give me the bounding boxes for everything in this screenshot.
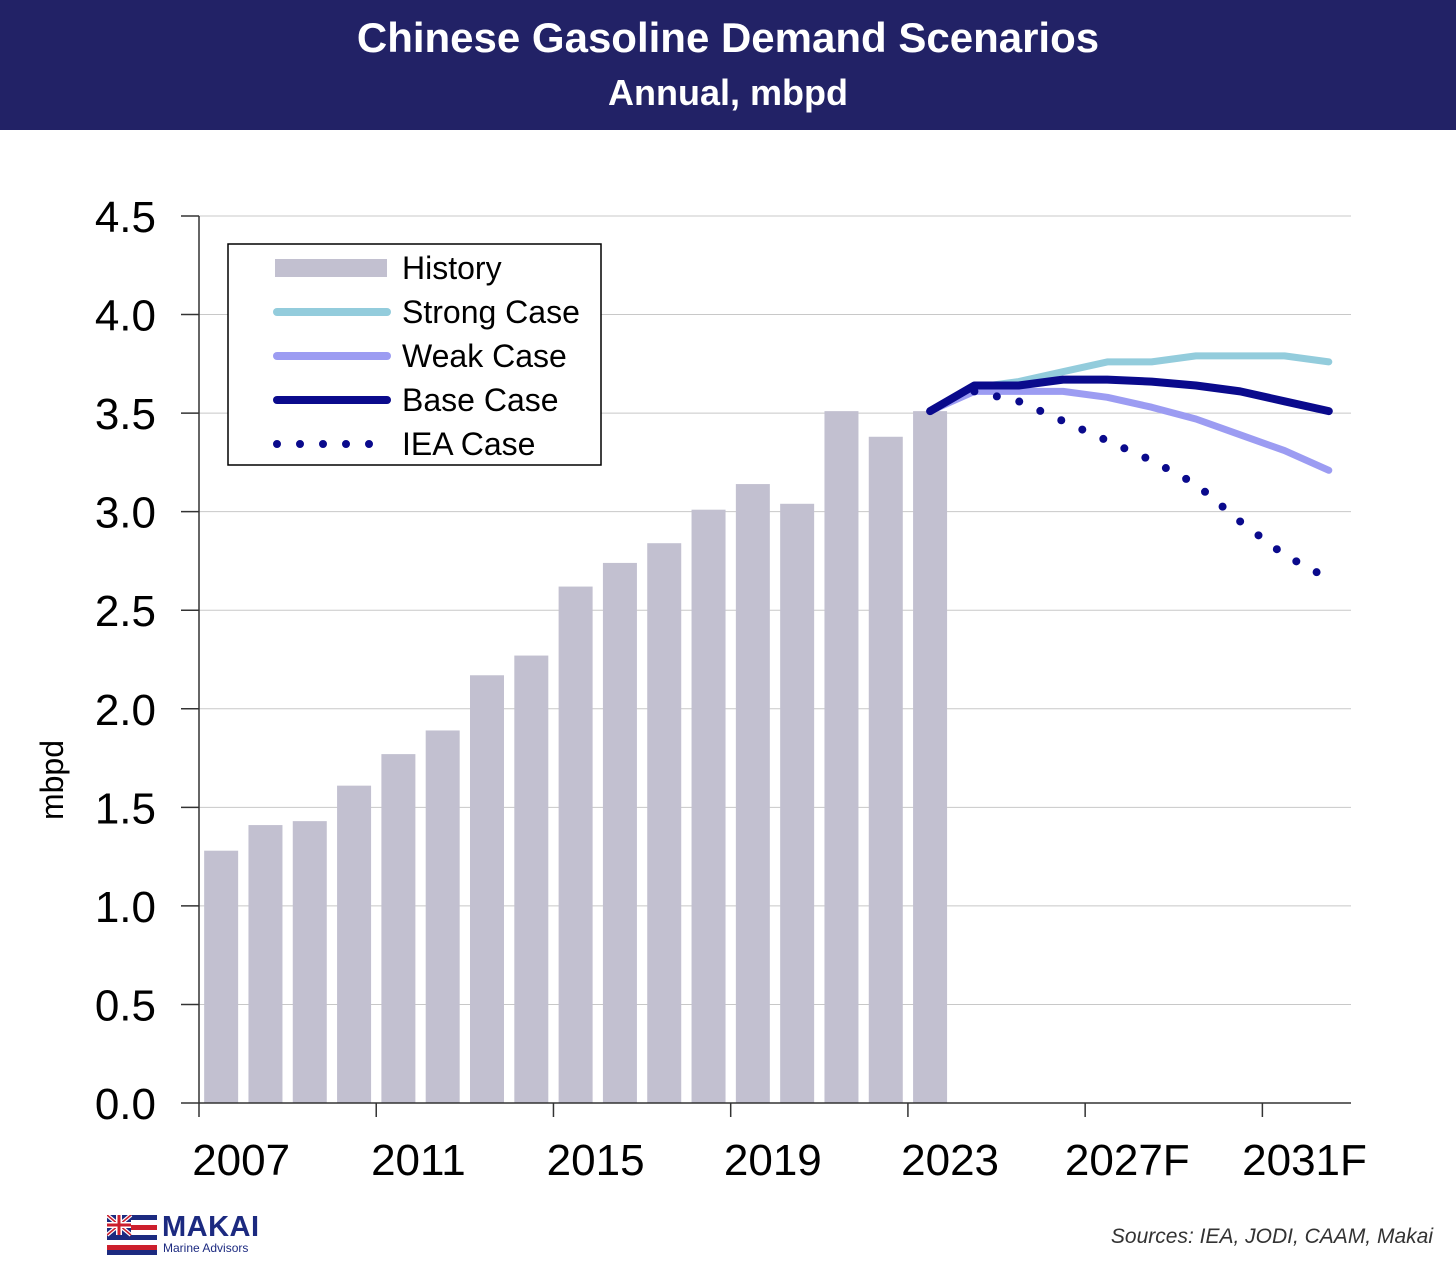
y-tick-label: 4.0 — [95, 292, 156, 341]
bar-2014 — [514, 655, 549, 1103]
y-tick-label: 4.5 — [95, 193, 156, 242]
legend-label-iea-case: IEA Case — [402, 426, 535, 462]
logo-subtitle: Marine Advisors — [163, 1241, 249, 1255]
y-tick-label: 1.5 — [95, 784, 156, 833]
bar-2011 — [381, 754, 416, 1103]
x-tick-label: 2031F — [1242, 1136, 1367, 1185]
bar-2021 — [824, 411, 859, 1103]
x-tick-label: 2007 — [192, 1136, 290, 1185]
chart-title: Chinese Gasoline Demand Scenarios — [356, 14, 1100, 61]
bar-2010 — [337, 785, 372, 1103]
legend-swatch-history — [275, 259, 387, 277]
makai-logo: MAKAI Marine Advisors — [107, 1211, 307, 1258]
bar-2017 — [647, 543, 682, 1103]
y-tick-label: 1.0 — [95, 883, 156, 932]
bar-2009 — [292, 821, 327, 1103]
bar-2008 — [248, 825, 283, 1103]
hawaii-flag-icon — [107, 1215, 157, 1255]
x-tick-label: 2019 — [724, 1136, 822, 1185]
bar-2019 — [735, 484, 770, 1103]
bar-2023 — [913, 411, 948, 1103]
y-tick-label: 0.5 — [95, 981, 156, 1030]
y-tick-label: 3.0 — [95, 489, 156, 538]
bar-2007 — [204, 850, 239, 1103]
bar-2016 — [602, 562, 637, 1103]
x-tick-label: 2027F — [1065, 1136, 1190, 1185]
sources-note: Sources: IEA, JODI, CAAM, Makai — [1110, 1225, 1433, 1248]
legend-label-weak-case: Weak Case — [402, 338, 567, 374]
y-tick-label: 2.0 — [95, 686, 156, 735]
series-line-base-case — [926, 375, 1333, 416]
series-line-weak-case — [926, 387, 1333, 474]
x-tick-label: 2015 — [547, 1136, 645, 1185]
y-tick-label: 0.0 — [95, 1080, 156, 1129]
logo-name: MAKAI — [162, 1211, 260, 1243]
bar-2015 — [558, 586, 593, 1103]
legend-label-strong-case: Strong Case — [402, 294, 580, 330]
y-axis-title: mbpd — [34, 740, 70, 820]
bar-2018 — [691, 509, 726, 1103]
legend-label-history: History — [402, 250, 502, 286]
legend-label-base-case: Base Case — [402, 382, 559, 418]
chart-subtitle: Annual, mbpd — [608, 72, 848, 113]
series-line-iea-case — [970, 387, 1333, 583]
bar-2020 — [780, 503, 815, 1103]
x-tick-label: 2011 — [371, 1136, 466, 1185]
bar-2012 — [425, 730, 460, 1103]
y-tick-label: 2.5 — [95, 587, 156, 636]
bar-2013 — [470, 675, 504, 1103]
y-tick-label: 3.5 — [95, 390, 156, 439]
title-banner: Chinese Gasoline Demand Scenarios Annual… — [0, 0, 1456, 130]
chart: 0.0 0.5 1.0 1.5 2.0 2.5 3.0 3.5 4.0 4.5 mbpd 2007 20… — [34, 193, 1367, 1185]
bar-2022 — [868, 436, 903, 1104]
x-tick-label: 2023 — [901, 1136, 999, 1185]
